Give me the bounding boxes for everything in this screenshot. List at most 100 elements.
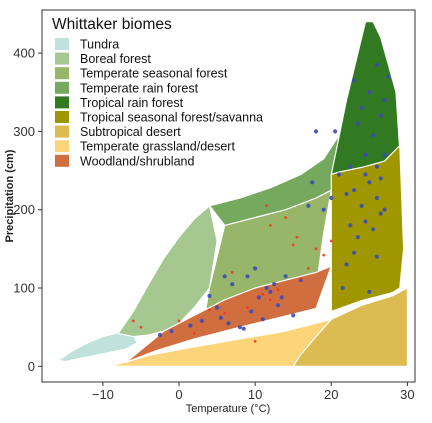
legend-label-temperate-rain-forest: Temperate rain forest	[80, 81, 199, 95]
biome-tundra	[56, 332, 138, 363]
biome-boreal-forest	[117, 205, 218, 338]
data-point	[355, 121, 360, 126]
data-point	[321, 207, 326, 212]
data-point	[363, 152, 368, 157]
data-point	[264, 285, 269, 291]
data-point	[378, 113, 383, 118]
y-axis-title: Precipitation (cm)	[4, 149, 16, 242]
data-point	[169, 329, 174, 334]
biome-woodland-shrubland	[125, 265, 332, 363]
legend-swatch-subtropical-desert	[55, 125, 69, 138]
legend-swatch-temperate-grassland-desert	[55, 140, 69, 153]
data-point	[340, 285, 345, 291]
data-point	[382, 152, 387, 157]
data-point	[268, 289, 273, 294]
data-point	[299, 277, 303, 280]
x-tick-label: 10	[248, 387, 262, 402]
data-point	[241, 326, 246, 331]
data-point	[230, 271, 234, 274]
data-point	[374, 195, 379, 201]
data-point	[352, 188, 357, 193]
data-point	[139, 325, 143, 329]
legend-label-woodland-shrubland: Woodland/shrubland	[80, 154, 194, 168]
legend-swatch-temperate-seasonal-forest	[55, 67, 69, 80]
data-point	[348, 223, 353, 228]
point-layer	[131, 62, 391, 343]
data-point	[226, 321, 231, 326]
data-point	[307, 267, 310, 270]
data-point	[276, 288, 280, 291]
data-point	[269, 224, 272, 227]
data-point	[253, 339, 257, 343]
legend-title: Whittaker biomes	[52, 16, 172, 33]
data-point	[329, 239, 333, 243]
data-point	[157, 332, 163, 338]
data-point	[218, 315, 223, 320]
data-point	[344, 191, 349, 197]
data-point	[207, 293, 212, 298]
x-tick-label: −10	[92, 387, 114, 402]
legend-swatch-tropical-seasonal-forest-savanna	[55, 111, 69, 123]
legend-swatch-boreal-forest	[55, 52, 69, 65]
data-point	[336, 172, 341, 177]
data-point	[253, 266, 258, 271]
data-point	[371, 227, 376, 232]
data-point	[237, 325, 242, 330]
y-tick-label: 0	[28, 359, 35, 374]
data-point	[374, 254, 379, 259]
legend-label-subtropical-desert: Subtropical desert	[80, 125, 181, 139]
data-point	[192, 332, 196, 335]
y-tick-label: 100	[13, 281, 35, 296]
data-point	[367, 289, 372, 294]
data-point	[359, 203, 364, 208]
data-point	[382, 207, 387, 212]
data-point	[322, 253, 326, 257]
data-point	[295, 235, 299, 239]
data-point	[131, 319, 135, 323]
data-point	[382, 98, 387, 103]
biome-tropical-seasonal-forest-savanna	[330, 144, 405, 313]
data-point	[260, 317, 265, 322]
legend-label-temperate-grassland-desert: Temperate grassland/desert	[80, 140, 235, 154]
legend-label-boreal-forest: Boreal forest	[80, 52, 151, 66]
data-point	[284, 216, 287, 219]
data-point	[329, 195, 334, 201]
data-point	[269, 298, 272, 302]
data-point	[208, 308, 211, 312]
legend-label-tundra: Tundra	[80, 38, 119, 52]
y-tick-label: 200	[13, 202, 35, 217]
data-point	[222, 274, 227, 279]
data-point	[359, 105, 364, 110]
biome-layer	[56, 21, 408, 367]
data-point	[371, 133, 376, 138]
data-point	[246, 306, 249, 309]
legend-swatch-temperate-rain-forest	[55, 81, 69, 94]
data-point	[275, 303, 281, 308]
data-point	[363, 219, 368, 224]
data-point	[177, 319, 181, 323]
data-point	[245, 274, 250, 279]
data-point	[363, 172, 368, 177]
legend-swatch-woodland-shrubland	[55, 154, 69, 167]
data-point	[199, 318, 204, 323]
data-point	[355, 235, 360, 240]
data-point	[386, 74, 391, 79]
data-point	[367, 90, 372, 95]
y-tick-label: 300	[13, 124, 35, 139]
x-tick-label: 30	[400, 387, 414, 402]
data-point	[272, 282, 277, 287]
biome-temperate-grassland-desert	[109, 318, 332, 367]
data-point	[333, 129, 338, 134]
y-tick-label: 400	[13, 46, 35, 61]
data-point	[223, 311, 227, 315]
data-point	[291, 313, 296, 318]
data-point	[374, 164, 379, 169]
data-point	[291, 243, 295, 247]
data-point	[283, 274, 288, 279]
data-point	[230, 282, 235, 287]
legend-label-temperate-seasonal-forest: Temperate seasonal forest	[80, 67, 228, 81]
data-point	[378, 211, 383, 216]
data-point	[348, 164, 353, 169]
